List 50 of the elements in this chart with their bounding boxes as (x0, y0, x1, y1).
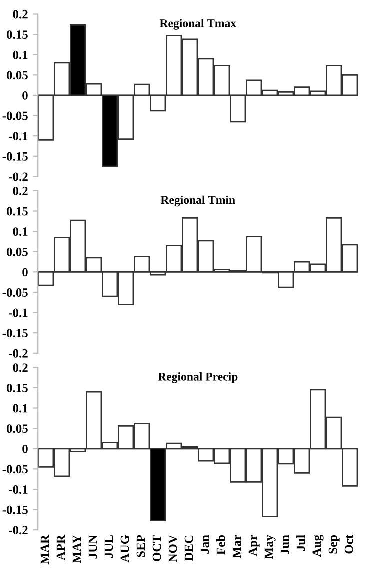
y-tick-label: 0.05 (6, 71, 28, 80)
y-tick-label: -0.15 (2, 506, 28, 514)
x-tick-label: Oct (344, 535, 354, 554)
y-tick-label: 0.2 (13, 364, 28, 372)
x-tick-label: JUL (104, 535, 114, 558)
y-tick-label: -0.2 (9, 526, 28, 535)
x-tick-label: MAR (40, 534, 50, 565)
y-tick-label: -0.1 (9, 486, 28, 494)
y-tick-label: -0.05 (2, 112, 28, 120)
x-tick-label: Aug (312, 535, 324, 558)
y-tick-label: 0.1 (13, 228, 28, 236)
y-tick-label: 0 (22, 268, 28, 277)
x-tick-label: Jan (200, 535, 210, 554)
x-tick-label: May (264, 535, 276, 560)
x-tick-label: JUN (88, 535, 98, 559)
x-tick-label: Mar (232, 535, 242, 558)
x-tick-label: Sep (328, 535, 340, 554)
x-tick-label: Jul (296, 535, 306, 552)
x-tick-label: NOV (168, 535, 178, 562)
y-tick-label: 0.1 (13, 50, 28, 60)
y-tick-label: 0.2 (13, 10, 28, 19)
y-tick-label: 0.05 (6, 248, 28, 256)
y-tick-label: 0.2 (13, 186, 28, 196)
y-tick-label: -0.05 (2, 288, 28, 297)
y-tick-label: 0.1 (13, 404, 28, 413)
y-tick-label: -0.2 (9, 349, 28, 358)
chart-title: Regional Tmax (160, 19, 236, 30)
chart-title: Regional Tmin (160, 196, 236, 207)
x-tick-label: Apr (248, 535, 260, 556)
y-tick-label: 0.15 (6, 30, 28, 40)
y-tick-label: -0.2 (9, 172, 28, 182)
y-tick-label: -0.05 (2, 465, 28, 474)
x-tick-label: Jun (280, 535, 290, 555)
y-tick-label: -0.15 (2, 152, 28, 161)
y-tick-label: 0.15 (6, 384, 28, 392)
y-tick-label: -0.1 (9, 132, 28, 141)
x-tick-label: DEC (184, 536, 194, 562)
x-tick-label: AUG (120, 535, 130, 563)
x-tick-label: OCT (152, 535, 162, 562)
y-tick-label: 0.15 (6, 207, 28, 216)
y-tick-label: 0 (22, 444, 28, 454)
y-tick-label: -0.15 (2, 329, 28, 338)
x-tick-label: Feb (216, 535, 226, 555)
y-tick-label: 0 (22, 92, 28, 100)
y-tick-label: 0.05 (6, 424, 28, 434)
y-tick-label: -0.1 (9, 308, 28, 318)
x-tick-label: APR (56, 534, 66, 561)
x-tick-label: SEP (136, 535, 146, 558)
chart-title: Regional Precip (158, 372, 238, 384)
x-tick-label: MAY (72, 535, 82, 564)
